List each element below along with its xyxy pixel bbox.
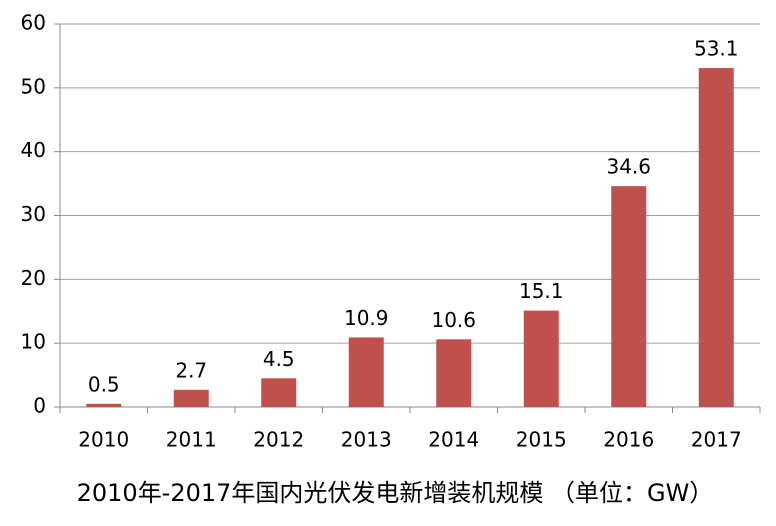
- x-tick-label: 2012: [253, 428, 304, 452]
- bar: [261, 378, 297, 407]
- bar: [436, 339, 472, 407]
- data-label: 15.1: [519, 279, 564, 303]
- y-tick-label: 30: [21, 202, 46, 226]
- bar: [86, 403, 122, 407]
- bar: [173, 389, 209, 407]
- y-tick-label: 10: [21, 330, 46, 354]
- data-label: 34.6: [606, 155, 651, 179]
- data-label: 10.9: [344, 306, 389, 330]
- x-tick-label: 2016: [603, 428, 654, 452]
- x-tick-label: 2010: [78, 428, 129, 452]
- y-tick-label: 40: [21, 138, 46, 162]
- chart-title: 2010年-2017年国内光伏发电新增装机规模 （单位：GW）: [77, 479, 714, 507]
- y-tick-label: 50: [21, 74, 46, 98]
- y-tick-label: 20: [21, 266, 46, 290]
- y-tick-label: 0: [33, 394, 46, 418]
- data-label: 2.7: [175, 358, 207, 382]
- data-label: 10.6: [431, 308, 476, 332]
- bar: [611, 186, 647, 407]
- y-tick-label: 60: [21, 11, 46, 35]
- x-tick-label: 2011: [166, 428, 217, 452]
- x-tick-label: 2013: [341, 428, 392, 452]
- x-tick-label: 2015: [516, 428, 567, 452]
- data-label: 0.5: [88, 372, 120, 396]
- x-tick-label: 2014: [428, 428, 479, 452]
- bar: [698, 68, 734, 408]
- bar: [348, 337, 384, 407]
- bar: [523, 310, 559, 407]
- x-tick-label: 2017: [691, 428, 742, 452]
- data-label: 53.1: [694, 37, 739, 61]
- data-label: 4.5: [263, 347, 295, 371]
